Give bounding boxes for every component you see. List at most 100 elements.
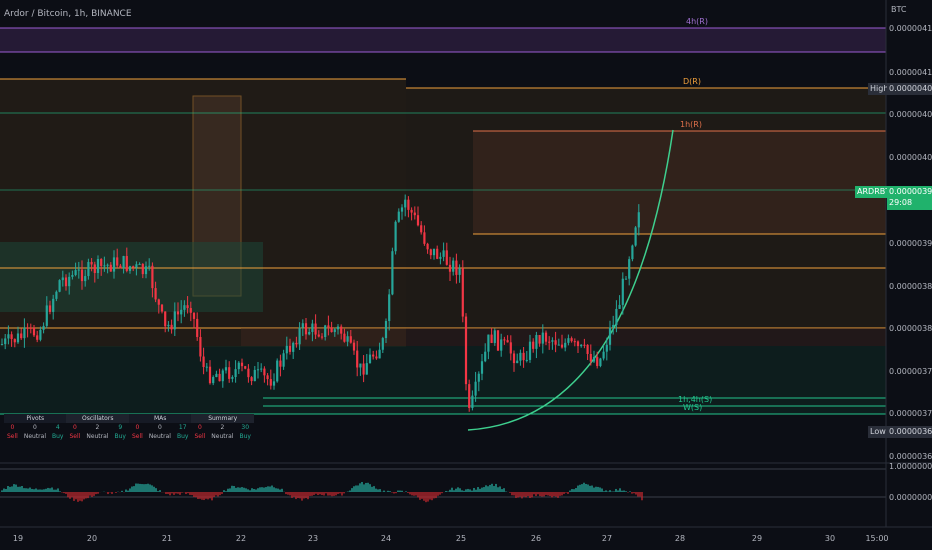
candle-body	[349, 336, 352, 343]
candle-body	[544, 332, 548, 342]
candle-body	[292, 342, 295, 352]
candle-body	[154, 288, 157, 300]
time-tick-label: 15:00	[865, 534, 888, 543]
signal-sell: Sell	[7, 433, 18, 440]
candle-body	[122, 256, 125, 269]
candle-body	[151, 265, 154, 289]
candle-body	[109, 264, 112, 272]
candle-body	[452, 260, 455, 272]
zone-d-r	[406, 88, 886, 328]
candle-body	[189, 308, 192, 313]
count-cell: 0	[33, 424, 37, 431]
candle-body	[448, 264, 452, 272]
candle-body	[621, 278, 624, 305]
time-tick-label: 23	[308, 534, 318, 543]
symbol-title[interactable]: Ardor / Bitcoin, 1h, BINANCE	[4, 9, 132, 19]
candle-body	[141, 263, 144, 275]
candle-body	[580, 344, 583, 347]
candle-body	[205, 366, 208, 368]
candle-body	[164, 311, 167, 327]
candle-body	[512, 353, 516, 364]
candle-body	[23, 327, 26, 339]
candle-body	[384, 321, 388, 339]
candle-body	[519, 352, 522, 361]
candle-body	[100, 258, 103, 266]
candle-body	[397, 211, 400, 222]
candle-body	[80, 269, 84, 282]
time-tick-label: 27	[602, 534, 612, 543]
candle-body	[276, 360, 279, 382]
candle-body	[215, 373, 218, 378]
high-tag: High	[868, 83, 891, 95]
candle-body	[10, 334, 13, 340]
candle-body	[13, 339, 16, 343]
count-cell: 0	[135, 424, 140, 431]
candle-body	[404, 199, 407, 208]
candle-body	[599, 358, 602, 366]
candle-body	[29, 327, 32, 329]
candle-body	[148, 265, 151, 267]
candle-body	[135, 264, 138, 268]
candle-body	[218, 373, 221, 382]
signal-buy: Buy	[52, 433, 64, 440]
candle-body	[500, 339, 503, 351]
candle-body	[132, 266, 135, 268]
time-tick-label: 20	[87, 534, 97, 543]
candle-body	[253, 369, 256, 382]
count-cell: 2	[95, 424, 100, 431]
candle-body	[496, 330, 500, 351]
signal-buy: Buy	[176, 433, 189, 440]
candle-body	[487, 334, 490, 352]
candle-body	[7, 334, 10, 339]
candle-body	[173, 311, 176, 330]
price-tick-label: 0.00000365	[889, 452, 932, 461]
candle-body	[480, 361, 484, 374]
candle-body	[423, 232, 426, 244]
candle-body	[551, 340, 554, 342]
candle-body	[506, 340, 509, 343]
candle-body	[282, 353, 285, 367]
signal-sell: Sell	[131, 433, 143, 440]
candle-body	[301, 323, 304, 328]
signal-sell: Sell	[69, 433, 81, 440]
candle-body	[119, 265, 122, 269]
signal-buy: Buy	[239, 433, 251, 440]
candle-body	[509, 342, 512, 354]
candle-body	[256, 369, 260, 371]
candle-body	[32, 327, 36, 336]
candle-body	[269, 379, 272, 386]
candle-body	[311, 323, 314, 332]
candle-body	[103, 265, 106, 267]
candle-body	[378, 349, 381, 359]
candle-body	[71, 274, 74, 277]
signal-buy: Buy	[114, 433, 126, 440]
candle-body	[522, 352, 525, 361]
candle-body	[48, 305, 52, 312]
candle-body	[455, 260, 458, 275]
candle-body	[55, 291, 58, 299]
candle-body	[420, 225, 423, 233]
candle-body	[532, 341, 535, 349]
candle-body	[442, 250, 445, 257]
count-cell: 4	[55, 424, 60, 431]
candle-body	[116, 257, 119, 266]
candle-body	[474, 381, 477, 396]
candle-body	[516, 360, 519, 364]
candle-body	[503, 339, 506, 341]
header-summary: Summary	[191, 414, 254, 423]
candle-body	[525, 359, 528, 361]
candle-body	[125, 256, 128, 271]
candle-body	[202, 356, 205, 367]
candle-body	[356, 350, 359, 368]
level-label: 1h,4h(S)	[678, 395, 712, 404]
time-tick-label: 29	[752, 534, 762, 543]
time-tick-label: 24	[381, 534, 391, 543]
candle-body	[548, 341, 551, 343]
oscillator-pane	[0, 462, 932, 503]
candle-body	[199, 336, 202, 357]
price-tick-label: 0.00000385	[889, 282, 932, 291]
